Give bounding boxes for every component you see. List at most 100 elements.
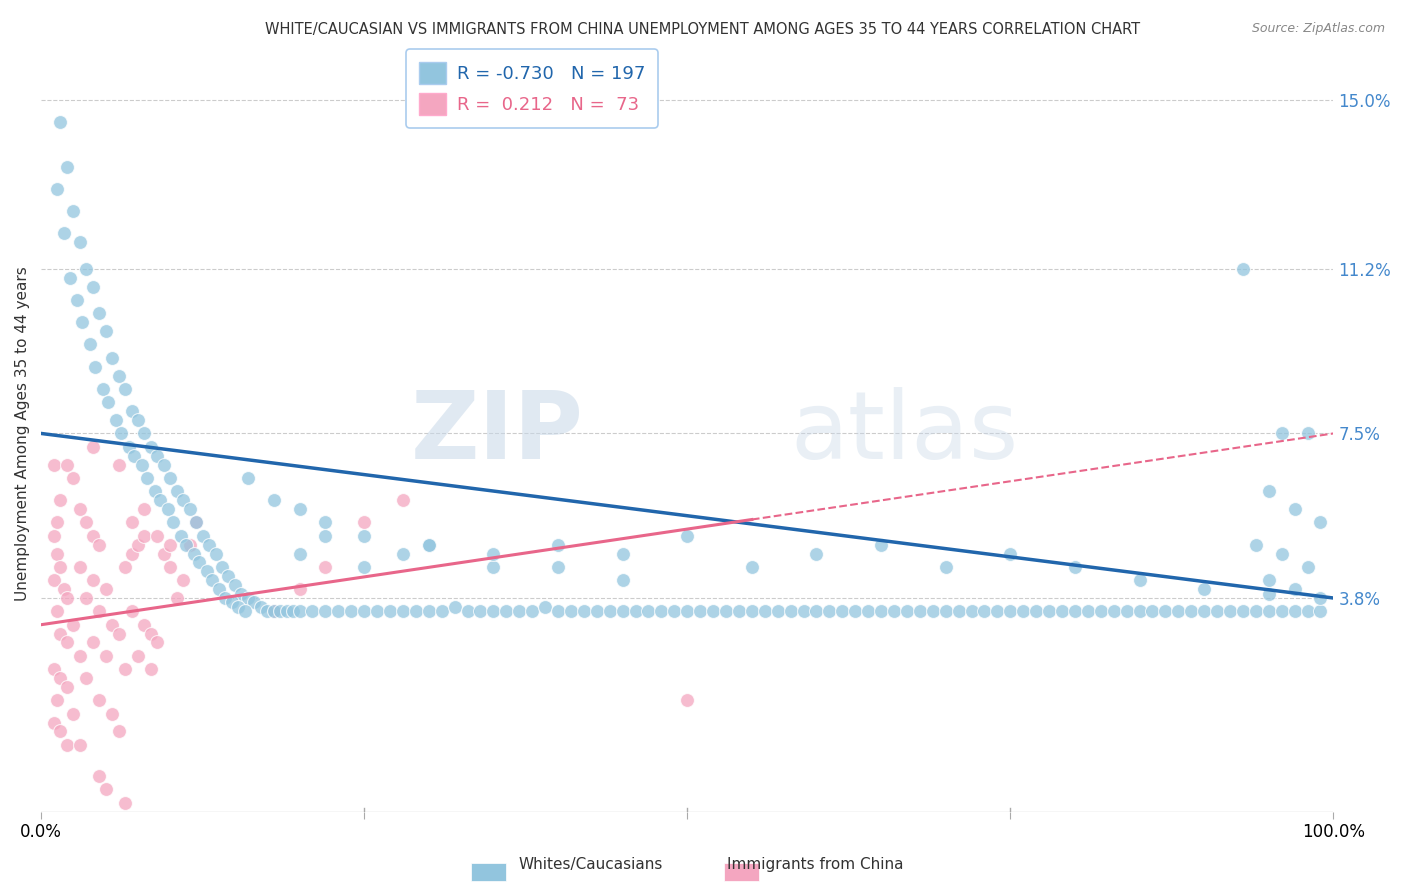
Point <box>94 648 117 663</box>
Point <box>174 538 197 552</box>
Point <box>637 604 659 618</box>
Point <box>269 604 291 618</box>
Point <box>1000 547 1022 561</box>
Point <box>1167 604 1189 618</box>
Legend: R = -0.730   N = 197, R =  0.212   N =  73: R = -0.730 N = 197, R = 0.212 N = 73 <box>406 49 658 128</box>
Point <box>1128 573 1150 587</box>
Point <box>314 516 336 530</box>
Point <box>612 604 634 618</box>
Point <box>143 484 166 499</box>
Point <box>56 738 79 752</box>
Point <box>1257 604 1279 618</box>
Point <box>353 516 375 530</box>
Point <box>1271 426 1294 441</box>
Point <box>162 516 184 530</box>
Point <box>1050 604 1073 618</box>
Point <box>105 413 128 427</box>
Point <box>986 604 1008 618</box>
Point <box>1142 604 1164 618</box>
Point <box>457 604 479 618</box>
Point <box>69 648 91 663</box>
Point <box>75 516 97 530</box>
Point <box>1309 516 1331 530</box>
Point <box>676 604 699 618</box>
Point <box>650 604 672 618</box>
Point <box>1257 573 1279 587</box>
Point <box>883 604 905 618</box>
Point <box>121 516 143 530</box>
Point <box>226 599 249 614</box>
Point <box>418 604 440 618</box>
Point <box>1064 560 1087 574</box>
Point <box>908 604 931 618</box>
Point <box>49 724 72 739</box>
Point <box>547 604 569 618</box>
Point <box>741 604 763 618</box>
Point <box>89 604 111 618</box>
Point <box>110 426 132 441</box>
Point <box>314 604 336 618</box>
Point <box>66 293 89 307</box>
Point <box>62 706 84 721</box>
Point <box>139 440 162 454</box>
Point <box>281 604 304 618</box>
Point <box>921 604 943 618</box>
Point <box>572 604 595 618</box>
Point <box>97 395 120 409</box>
Point <box>233 604 256 618</box>
Point <box>1284 502 1306 516</box>
Text: WHITE/CAUCASIAN VS IMMIGRANTS FROM CHINA UNEMPLOYMENT AMONG AGES 35 TO 44 YEARS : WHITE/CAUCASIAN VS IMMIGRANTS FROM CHINA… <box>266 22 1140 37</box>
Point <box>114 382 136 396</box>
Point <box>1296 604 1319 618</box>
Point <box>844 604 866 618</box>
Point <box>107 368 129 383</box>
Point <box>935 604 957 618</box>
Point <box>263 604 285 618</box>
Point <box>1257 484 1279 499</box>
Point <box>56 160 79 174</box>
Point <box>418 538 440 552</box>
Point <box>89 693 111 707</box>
Point <box>508 604 530 618</box>
Point <box>1064 604 1087 618</box>
Point <box>56 635 79 649</box>
Point <box>153 547 176 561</box>
Point <box>84 359 107 374</box>
Point <box>1154 604 1177 618</box>
Point <box>624 604 647 618</box>
Text: Source: ZipAtlas.com: Source: ZipAtlas.com <box>1251 22 1385 36</box>
Point <box>1309 591 1331 605</box>
Point <box>156 502 179 516</box>
Point <box>45 547 67 561</box>
Point <box>676 693 699 707</box>
Point <box>121 547 143 561</box>
Point <box>62 204 84 219</box>
Point <box>42 573 65 587</box>
Point <box>218 568 240 582</box>
Point <box>214 591 236 605</box>
Point <box>166 591 188 605</box>
Point <box>1296 560 1319 574</box>
Point <box>134 529 156 543</box>
Point <box>236 471 259 485</box>
Point <box>94 582 117 596</box>
Point <box>69 502 91 516</box>
Point <box>263 493 285 508</box>
Point <box>89 769 111 783</box>
Point <box>56 458 79 472</box>
Point <box>612 547 634 561</box>
Point <box>314 560 336 574</box>
Point <box>495 604 517 618</box>
Point <box>664 604 686 618</box>
Point <box>101 351 124 365</box>
Point <box>56 680 79 694</box>
Point <box>870 538 893 552</box>
Point <box>82 635 104 649</box>
Point <box>231 586 253 600</box>
Point <box>82 573 104 587</box>
Point <box>482 547 505 561</box>
Point <box>146 529 169 543</box>
Point <box>79 337 101 351</box>
Point <box>236 591 259 605</box>
Point <box>430 604 453 618</box>
